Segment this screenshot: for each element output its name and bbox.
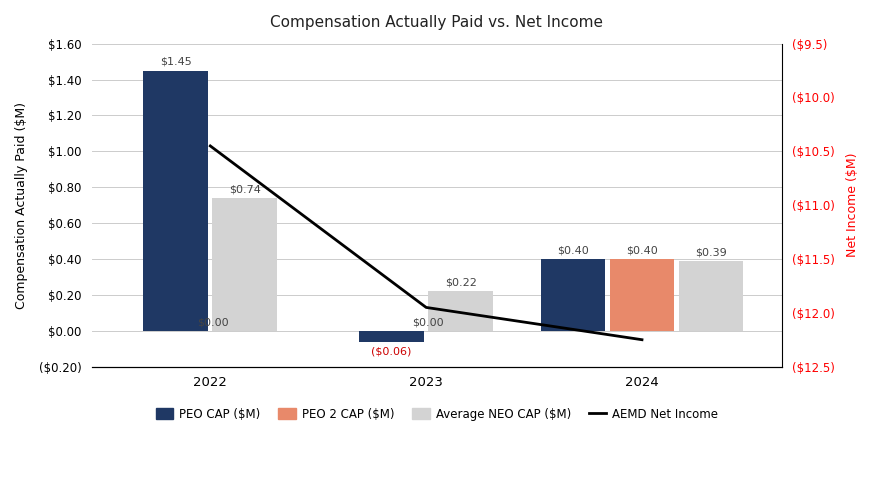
Text: $0.00: $0.00 <box>197 317 228 327</box>
Text: $0.39: $0.39 <box>695 247 727 257</box>
Title: Compensation Actually Paid vs. Net Income: Compensation Actually Paid vs. Net Incom… <box>270 15 603 30</box>
Bar <box>540 259 606 331</box>
Bar <box>359 331 424 341</box>
Bar <box>143 71 208 331</box>
Text: $1.45: $1.45 <box>160 57 191 67</box>
Y-axis label: Net Income ($M): Net Income ($M) <box>846 153 859 257</box>
Text: $0.40: $0.40 <box>557 246 589 255</box>
Text: $0.22: $0.22 <box>445 278 476 288</box>
Text: $0.74: $0.74 <box>229 184 260 194</box>
Text: ($0.06): ($0.06) <box>371 347 412 357</box>
Text: $0.40: $0.40 <box>626 246 658 255</box>
Bar <box>428 291 493 331</box>
Text: $0.00: $0.00 <box>413 317 444 327</box>
Bar <box>679 261 744 331</box>
Bar <box>609 259 675 331</box>
Legend: PEO CAP ($M), PEO 2 CAP ($M), Average NEO CAP ($M), AEMD Net Income: PEO CAP ($M), PEO 2 CAP ($M), Average NE… <box>151 403 723 425</box>
Bar <box>212 198 277 331</box>
Y-axis label: Compensation Actually Paid ($M): Compensation Actually Paid ($M) <box>15 102 28 309</box>
